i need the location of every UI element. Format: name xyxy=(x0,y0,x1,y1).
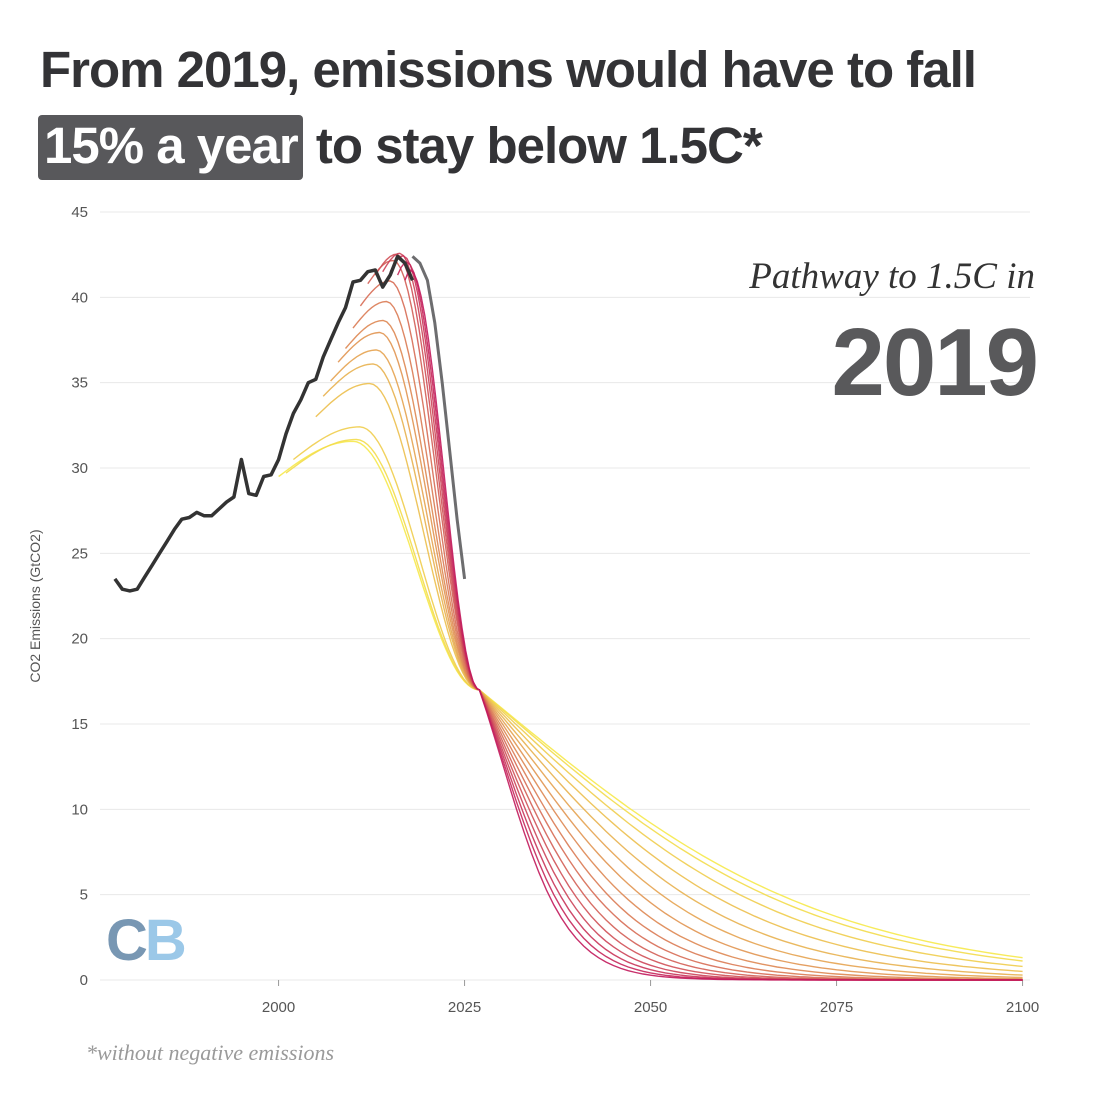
title-highlight: 15% a year xyxy=(38,115,303,180)
pathway-line-2017 xyxy=(404,268,1023,981)
x-tick-label-2000: 2000 xyxy=(262,999,295,1016)
pathway-line-2002 xyxy=(292,426,1023,968)
title-text-1: From 2019, emissions would have to fall xyxy=(40,41,977,98)
x-tick-label-2050: 2050 xyxy=(634,999,667,1016)
pathway-line-2019 xyxy=(411,255,467,580)
pathway-line-2010 xyxy=(352,300,1023,981)
pathway-line-2001 xyxy=(285,438,1023,962)
pathway-line-2007 xyxy=(330,349,1023,979)
y-tick-label-25: 25 xyxy=(71,545,88,562)
y-tick-label-5: 5 xyxy=(80,887,88,904)
x-tick-label-2025: 2025 xyxy=(448,999,481,1016)
pathway-line-2006 xyxy=(322,363,1023,976)
pathway-line-2008 xyxy=(337,331,1023,980)
y-tick-label-20: 20 xyxy=(71,631,88,648)
footnote: *without negative emissions xyxy=(86,1040,335,1065)
x-tick-label-2100: 2100 xyxy=(1006,999,1039,1016)
y-tick-label-40: 40 xyxy=(71,289,88,306)
pathway-line-2000 xyxy=(278,440,1023,959)
annotation-year: 2019 xyxy=(831,309,1039,416)
y-axis-label: CO2 Emissions (GtCO2) xyxy=(27,529,43,682)
chart-title-line-1: From 2019, emissions would have to fall xyxy=(40,40,977,99)
y-tick-label-0: 0 xyxy=(80,972,88,989)
y-tick-label-30: 30 xyxy=(71,460,88,477)
y-tick-label-15: 15 xyxy=(71,716,88,733)
pathway-line-2005 xyxy=(315,382,1023,973)
x-tick-label-2075: 2075 xyxy=(820,999,853,1016)
pathway-line-2009 xyxy=(344,319,1023,981)
logo-letter-c: C xyxy=(106,908,148,973)
historical-emissions-line xyxy=(113,254,415,593)
carbonbrief-logo: CB xyxy=(106,912,187,970)
logo-letter-b: B xyxy=(144,908,187,973)
y-tick-label-10: 10 xyxy=(71,801,88,818)
chart-title-line-2: 15% a year to stay below 1.5C* xyxy=(38,115,763,180)
annotation-subtitle: Pathway to 1.5C in xyxy=(749,256,1035,297)
y-tick-label-45: 45 xyxy=(71,204,88,221)
y-tick-label-35: 35 xyxy=(71,375,88,392)
title-text-2: to stay below 1.5C* xyxy=(315,117,763,174)
